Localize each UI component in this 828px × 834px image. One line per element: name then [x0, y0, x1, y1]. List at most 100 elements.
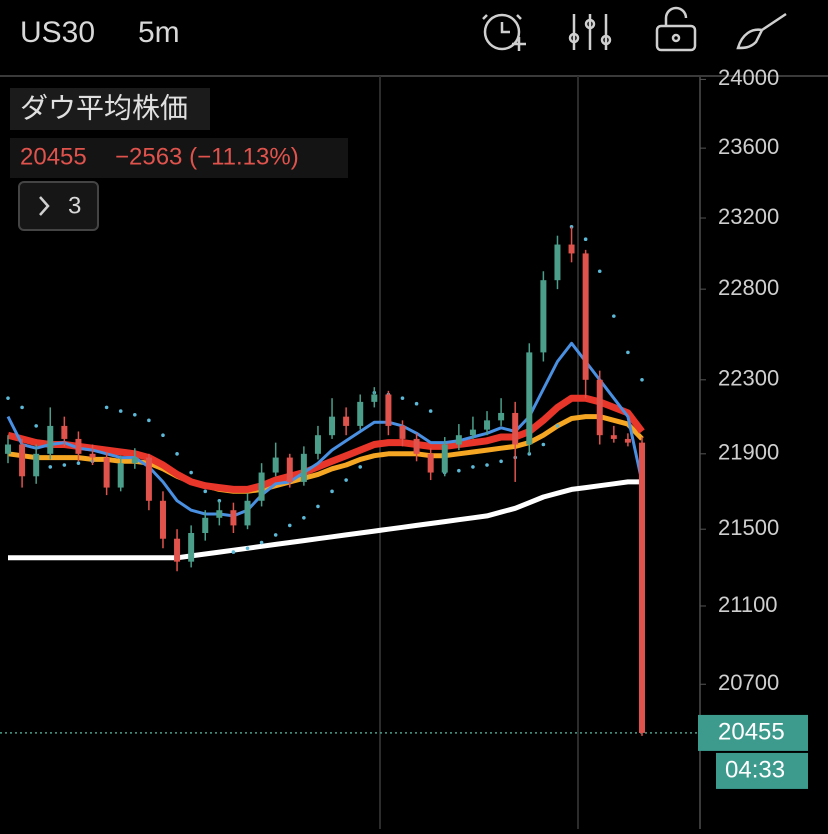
y-tick-label: 24000: [718, 65, 779, 90]
sar-dot: [189, 470, 193, 475]
candle-body: [216, 510, 223, 518]
candle-body: [639, 442, 645, 733]
candle-body: [258, 472, 265, 501]
last-price-label: 20455: [718, 718, 785, 745]
candle-body: [484, 420, 491, 430]
legend-last: 20455: [20, 143, 87, 170]
candle-body: [19, 444, 26, 477]
alarm-icon[interactable]: [482, 13, 526, 51]
chevron-icon: [39, 196, 50, 216]
indicators-count[interactable]: 3: [68, 192, 81, 219]
candle-body: [188, 532, 195, 562]
candle-body: [582, 253, 589, 380]
candle-body: [343, 416, 350, 426]
legend-change: −2563 (−11.13%): [115, 143, 299, 170]
y-tick-label: 21500: [718, 515, 779, 540]
plot: [0, 225, 700, 736]
sar-dot: [358, 465, 363, 469]
y-tick-label: 21100: [718, 592, 778, 617]
candle-body: [540, 280, 547, 353]
sar-dot: [471, 465, 475, 469]
y-tick-label: 23200: [718, 204, 779, 229]
indicators-toggle[interactable]: [18, 181, 99, 231]
candle-body: [498, 412, 505, 421]
legend-name: ダウ平均株価: [20, 92, 188, 123]
indicator-line: [8, 479, 642, 561]
sar-dot: [133, 412, 137, 417]
candle-body: [174, 538, 181, 562]
sar-dot: [541, 442, 546, 447]
countdown-tag: [716, 752, 808, 789]
interval[interactable]: 5m: [138, 16, 180, 49]
indicator-line: [7, 414, 644, 494]
candle-body: [624, 438, 631, 443]
sar-dot: [302, 515, 306, 520]
candle-body: [286, 457, 293, 482]
sar-dot: [6, 396, 10, 400]
sar-dot: [273, 533, 278, 537]
y-tick-label: 22300: [718, 366, 779, 391]
sar-dot: [499, 459, 503, 464]
sar-dot: [485, 463, 489, 467]
indicator-line: [7, 394, 645, 493]
sar-dot: [104, 405, 109, 410]
candle-body: [244, 500, 251, 526]
y-tick-label: 22800: [718, 275, 779, 300]
sar-dot: [147, 418, 151, 423]
candle-body: [131, 457, 138, 464]
legend-values-box: [10, 138, 348, 178]
symbol[interactable]: US30: [20, 16, 95, 49]
sar-dot: [245, 546, 250, 551]
candle-body: [512, 412, 519, 445]
candle-body: [596, 379, 603, 436]
drawing-icon[interactable]: [736, 12, 787, 50]
candle-body: [145, 457, 152, 501]
sar-dot: [175, 452, 179, 456]
candle-body: [399, 425, 406, 439]
candle-body: [314, 435, 321, 454]
candle-body: [5, 444, 11, 454]
sar-dot: [76, 461, 81, 465]
sar-dot: [400, 396, 405, 400]
candle-body: [230, 510, 237, 526]
sar-dot: [34, 424, 38, 428]
indicators-icon[interactable]: [568, 14, 612, 50]
sar-dot: [118, 409, 123, 413]
candle-body: [61, 425, 68, 439]
lock-icon[interactable]: [655, 6, 697, 52]
y-tick-label: 20700: [718, 670, 779, 695]
candle-body: [75, 438, 82, 454]
legend-name-box: [10, 88, 210, 130]
candle-body: [329, 416, 336, 436]
sar-dot: [626, 350, 630, 355]
candle-body: [427, 453, 434, 473]
indicator-line: [6, 341, 644, 518]
candle-body: [385, 394, 392, 426]
sar-dot: [203, 489, 208, 494]
countdown-label: 04:33: [725, 756, 785, 783]
sar-dot: [597, 269, 602, 274]
candle-body: [526, 352, 533, 445]
candle-body: [47, 425, 54, 454]
candle-body: [413, 438, 420, 454]
candle-body: [357, 401, 364, 426]
candle-body: [89, 453, 96, 458]
y-tick-label: 23600: [718, 134, 779, 159]
candle-body: [33, 453, 40, 477]
candle-body: [568, 244, 575, 254]
sar-dot: [287, 523, 292, 528]
sar-dot: [231, 550, 236, 554]
sar-dot: [428, 409, 433, 413]
last-price-tag: [698, 714, 808, 751]
candle-body: [103, 457, 110, 488]
sar-dot: [62, 463, 67, 467]
sar-dot: [344, 478, 348, 482]
sar-dot: [48, 465, 53, 469]
candle-body: [554, 244, 561, 281]
candle-body: [272, 457, 279, 473]
candle-body: [202, 517, 209, 533]
sar-dot: [583, 237, 588, 242]
sar-dot: [414, 401, 419, 406]
